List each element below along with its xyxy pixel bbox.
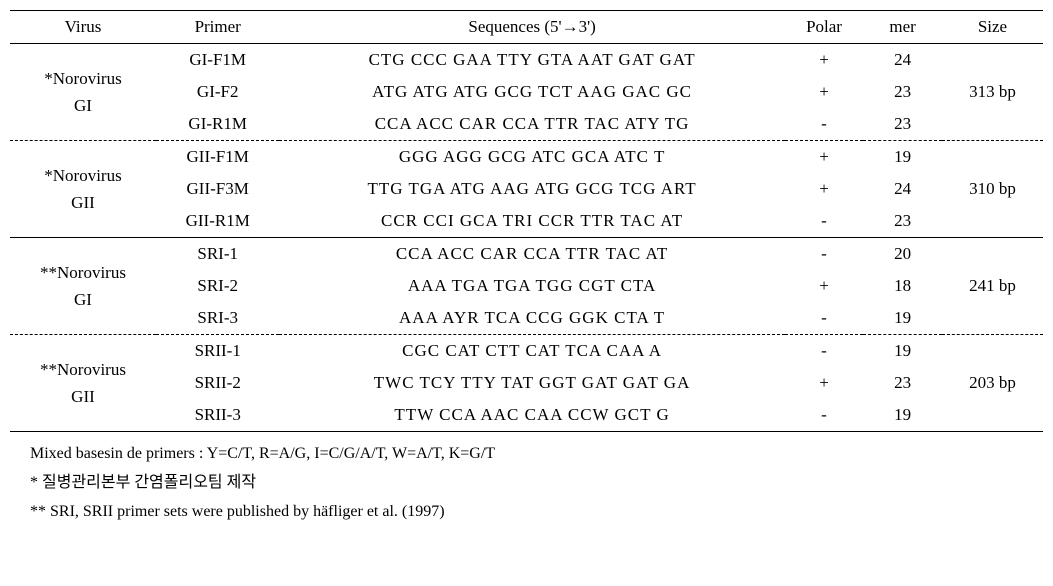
table-row: GII-R1MCCR CCI GCA TRI CCR TTR TAC AT-23: [10, 205, 1043, 238]
polar-cell: -: [785, 108, 864, 141]
mer-cell: 19: [863, 141, 942, 174]
table-row: SRI-3AAA AYR TCA CCG GGK CTA T-19: [10, 302, 1043, 335]
virus-name2: GI: [74, 290, 92, 309]
size-cell: 203 bp: [942, 335, 1043, 432]
virus-cell: **Norovirus GI: [10, 238, 156, 335]
sequence-cell: CGC CAT CTT CAT TCA CAA A: [279, 335, 784, 368]
primer-cell: GI-F2: [156, 76, 280, 108]
sequence-cell: ATG ATG ATG GCG TCT AAG GAC GC: [279, 76, 784, 108]
polar-cell: +: [785, 173, 864, 205]
virus-name1: Norovirus: [57, 360, 126, 379]
polar-cell: -: [785, 399, 864, 432]
mer-cell: 19: [863, 399, 942, 432]
table-body: *NorovirusGIGI-F1MCTG CCC GAA TTY GTA AA…: [10, 44, 1043, 432]
virus-star: *: [44, 69, 53, 88]
table-row: *NorovirusGIIGII-F1MGGG AGG GCG ATC GCA …: [10, 141, 1043, 174]
sequence-cell: TTW CCA AAC CAA CCW GCT G: [279, 399, 784, 432]
header-polar: Polar: [785, 11, 864, 44]
primer-cell: SRII-2: [156, 367, 280, 399]
primer-cell: GI-R1M: [156, 108, 280, 141]
virus-cell: **Norovirus GII: [10, 335, 156, 432]
header-mer: mer: [863, 11, 942, 44]
footnotes: Mixed basesin de primers : Y=C/T, R=A/G,…: [10, 432, 1043, 526]
virus-cell: *Norovirus GI: [10, 44, 156, 141]
virus-cell: *Norovirus GII: [10, 141, 156, 238]
primer-cell: SRI-2: [156, 270, 280, 302]
size-cell: 310 bp: [942, 141, 1043, 238]
mer-cell: 23: [863, 76, 942, 108]
virus-name2: GII: [71, 193, 95, 212]
polar-cell: +: [785, 270, 864, 302]
virus-name1: Norovirus: [53, 69, 122, 88]
polar-cell: -: [785, 238, 864, 271]
primer-cell: GII-R1M: [156, 205, 280, 238]
table-row: GII-F3MTTG TGA ATG AAG ATG GCG TCG ART+2…: [10, 173, 1043, 205]
footnote-mixed-bases: Mixed basesin de primers : Y=C/T, R=A/G,…: [30, 440, 1023, 469]
size-cell: 241 bp: [942, 238, 1043, 335]
primer-cell: GII-F1M: [156, 141, 280, 174]
table-row: GI-F2ATG ATG ATG GCG TCT AAG GAC GC+23: [10, 76, 1043, 108]
primer-cell: SRII-1: [156, 335, 280, 368]
sequence-cell: TWC TCY TTY TAT GGT GAT GAT GA: [279, 367, 784, 399]
mer-cell: 23: [863, 205, 942, 238]
sequence-cell: TTG TGA ATG AAG ATG GCG TCG ART: [279, 173, 784, 205]
mer-cell: 24: [863, 173, 942, 205]
sequence-cell: AAA AYR TCA CCG GGK CTA T: [279, 302, 784, 335]
header-primer: Primer: [156, 11, 280, 44]
size-cell: 313 bp: [942, 44, 1043, 141]
table-row: GI-R1MCCA ACC CAR CCA TTR TAC ATY TG-23: [10, 108, 1043, 141]
sequence-cell: CTG CCC GAA TTY GTA AAT GAT GAT: [279, 44, 784, 77]
polar-cell: -: [785, 205, 864, 238]
footnote-reference: ** SRI, SRII primer sets were published …: [30, 498, 1023, 527]
polar-cell: +: [785, 367, 864, 399]
polar-cell: +: [785, 76, 864, 108]
mer-cell: 19: [863, 335, 942, 368]
mer-cell: 19: [863, 302, 942, 335]
primer-cell: SRI-1: [156, 238, 280, 271]
sequence-cell: AAA TGA TGA TGG CGT CTA: [279, 270, 784, 302]
virus-star: *: [44, 166, 53, 185]
table-row: SRI-2AAA TGA TGA TGG CGT CTA+18: [10, 270, 1043, 302]
virus-star: **: [40, 360, 57, 379]
polar-cell: -: [785, 335, 864, 368]
mer-cell: 24: [863, 44, 942, 77]
primer-table: Virus Primer Sequences (5'→3') Polar mer…: [10, 10, 1043, 432]
header-size: Size: [942, 11, 1043, 44]
table-row: SRII-2TWC TCY TTY TAT GGT GAT GAT GA+23: [10, 367, 1043, 399]
virus-name1: Norovirus: [53, 166, 122, 185]
polar-cell: -: [785, 302, 864, 335]
virus-name2: GII: [71, 387, 95, 406]
footnote-source-kcdc: * 질병관리본부 간염폴리오팀 제작: [30, 469, 1023, 498]
primer-cell: GI-F1M: [156, 44, 280, 77]
mer-cell: 18: [863, 270, 942, 302]
header-row: Virus Primer Sequences (5'→3') Polar mer…: [10, 11, 1043, 44]
mer-cell: 23: [863, 108, 942, 141]
virus-name2: GI: [74, 96, 92, 115]
sequence-cell: CCA ACC CAR CCA TTR TAC ATY TG: [279, 108, 784, 141]
sequence-cell: GGG AGG GCG ATC GCA ATC T: [279, 141, 784, 174]
polar-cell: +: [785, 141, 864, 174]
virus-name1: Norovirus: [57, 263, 126, 282]
primer-cell: GII-F3M: [156, 173, 280, 205]
sequence-cell: CCR CCI GCA TRI CCR TTR TAC AT: [279, 205, 784, 238]
sequence-cell: CCA ACC CAR CCA TTR TAC AT: [279, 238, 784, 271]
table-row: *NorovirusGIGI-F1MCTG CCC GAA TTY GTA AA…: [10, 44, 1043, 77]
table-row: **NorovirusGISRI-1CCA ACC CAR CCA TTR TA…: [10, 238, 1043, 271]
polar-cell: +: [785, 44, 864, 77]
table-row: **NorovirusGIISRII-1CGC CAT CTT CAT TCA …: [10, 335, 1043, 368]
primer-cell: SRI-3: [156, 302, 280, 335]
mer-cell: 20: [863, 238, 942, 271]
virus-star: **: [40, 263, 57, 282]
table-row: SRII-3TTW CCA AAC CAA CCW GCT G-19: [10, 399, 1043, 432]
primer-cell: SRII-3: [156, 399, 280, 432]
mer-cell: 23: [863, 367, 942, 399]
header-sequences: Sequences (5'→3'): [279, 11, 784, 44]
header-virus: Virus: [10, 11, 156, 44]
